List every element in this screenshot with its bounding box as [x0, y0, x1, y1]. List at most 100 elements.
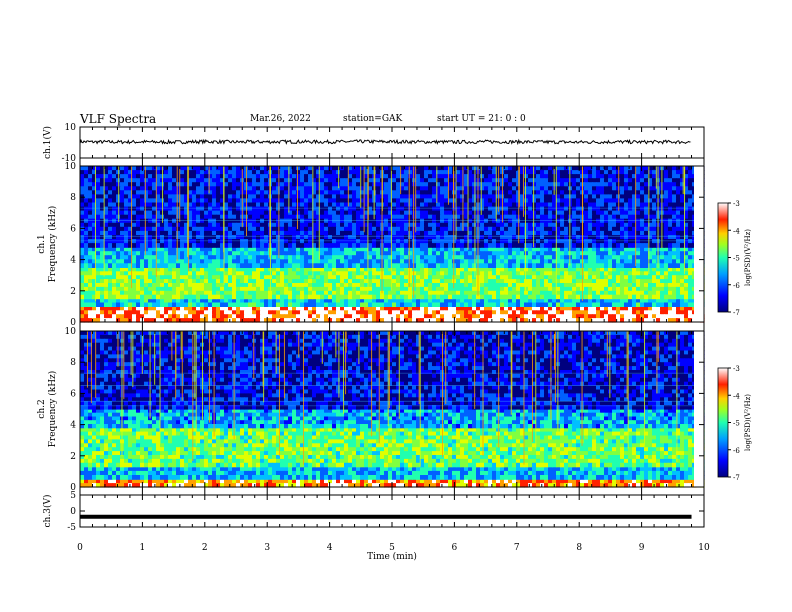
psd-cell — [428, 198, 433, 204]
psd-cell — [644, 263, 649, 268]
psd-cell — [632, 206, 637, 212]
psd-cell — [572, 318, 577, 323]
psd-cell — [468, 170, 473, 175]
psd-cell — [452, 306, 457, 311]
psd-cell — [556, 306, 561, 311]
psd-cell — [212, 182, 217, 187]
psd-cell — [460, 259, 465, 264]
psd-cell — [456, 259, 461, 264]
psd-cell — [452, 314, 457, 319]
psd-cell — [388, 286, 393, 292]
psd-cell — [560, 174, 565, 179]
psd-cell — [388, 186, 393, 191]
psd-cell — [240, 251, 245, 256]
psd-cell — [648, 198, 653, 204]
psd-cell — [612, 302, 617, 307]
psd-cell — [608, 166, 613, 171]
psd-cell — [396, 251, 401, 256]
psd-cell — [92, 279, 97, 284]
psd-cell — [424, 318, 429, 323]
psd-cell — [460, 263, 465, 268]
psd-cell — [524, 247, 529, 252]
psd-cell — [236, 198, 241, 204]
psd-cell — [588, 194, 593, 200]
psd-cell — [560, 294, 565, 300]
psd-cell — [520, 310, 525, 315]
psd-cell — [532, 306, 537, 311]
psd-cell — [484, 314, 489, 319]
psd-cell — [604, 182, 609, 187]
psd-cell — [384, 267, 389, 272]
psd-cell — [480, 298, 485, 304]
psd-cell — [364, 190, 369, 195]
psd-cell — [376, 170, 381, 175]
psd-cell — [168, 214, 173, 220]
psd-cell — [180, 166, 185, 171]
psd-cell — [160, 271, 165, 276]
psd-cell — [512, 310, 517, 315]
psd-cell — [240, 267, 245, 272]
psd-cell — [364, 247, 369, 252]
psd-cell — [492, 166, 497, 171]
psd-cell — [212, 206, 217, 212]
psd-cell — [180, 306, 185, 311]
psd-cell — [128, 294, 133, 300]
psd-cell — [592, 306, 597, 311]
psd-cell — [236, 286, 241, 292]
psd-cell — [284, 206, 289, 212]
psd-cell — [600, 286, 605, 292]
psd-cell — [364, 271, 369, 276]
psd-cell — [144, 247, 149, 252]
psd-cell — [668, 306, 673, 311]
psd-cell — [520, 263, 525, 268]
psd-cell — [540, 255, 545, 260]
psd-cell — [292, 255, 297, 260]
psd-cell — [644, 206, 649, 212]
psd-cell — [400, 206, 405, 212]
psd-cell — [520, 210, 525, 216]
psd-cell — [196, 267, 201, 272]
psd-cell — [556, 302, 561, 307]
psd-cell — [184, 267, 189, 272]
psd-cell — [364, 275, 369, 280]
psd-cell — [228, 202, 233, 208]
psd-cell — [192, 290, 197, 296]
psd-cell — [204, 206, 209, 212]
psd-cell — [508, 251, 513, 256]
psd-cell — [560, 170, 565, 175]
psd-cell — [484, 166, 489, 171]
psd-cell — [636, 198, 641, 204]
psd-cell — [584, 318, 589, 323]
psd-cell — [132, 194, 137, 200]
psd-cell — [344, 314, 349, 319]
psd-cell — [556, 290, 561, 296]
psd-cell — [372, 247, 377, 252]
psd-cell — [204, 198, 209, 204]
psd-cell — [684, 202, 689, 208]
psd-cell — [344, 166, 349, 171]
psd-cell — [348, 247, 353, 252]
psd-cell — [344, 198, 349, 204]
psd-cell — [444, 306, 449, 311]
psd-cell — [504, 294, 509, 300]
psd-cell — [524, 170, 529, 175]
psd-cell — [328, 279, 333, 284]
psd-cell — [324, 186, 329, 191]
psd-cell — [676, 198, 681, 204]
psd-cell — [560, 306, 565, 311]
psd-cell — [380, 318, 385, 323]
psd-cell — [536, 290, 541, 296]
psd-cell — [456, 210, 461, 216]
psd-cell — [184, 202, 189, 208]
psd-cell — [296, 178, 301, 183]
psd-cell — [324, 194, 329, 200]
psd-cell — [156, 210, 161, 216]
psd-cell — [316, 298, 321, 304]
psd-cell — [600, 202, 605, 208]
psd-cell — [300, 302, 305, 307]
psd-cell — [132, 202, 137, 208]
psd-cell — [464, 310, 469, 315]
psd-cell — [92, 170, 97, 175]
psd-cell — [348, 294, 353, 300]
